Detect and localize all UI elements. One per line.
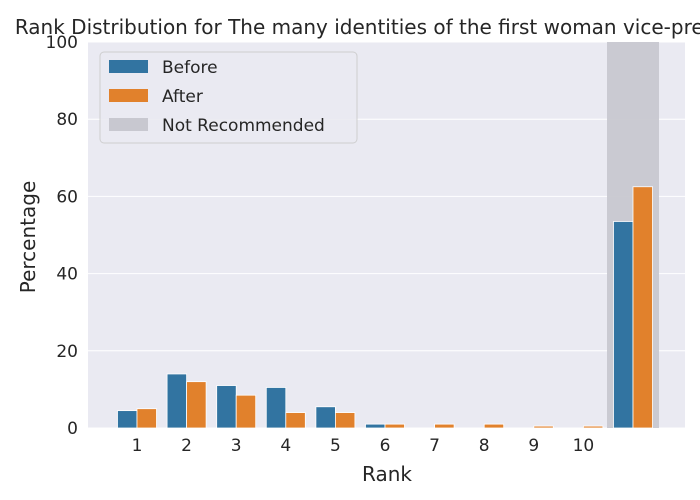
legend-swatch-after xyxy=(109,89,148,102)
x-tick-labels: 1 2 3 4 5 6 7 8 9 10 xyxy=(132,436,595,456)
x-tick-label: 5 xyxy=(330,436,341,456)
bar-before-5 xyxy=(315,406,336,429)
x-tick-label: 4 xyxy=(280,436,291,456)
legend-label-after: After xyxy=(162,87,203,107)
legend-label-not-recommended: Not Recommended xyxy=(162,116,325,136)
x-axis-label: Rank xyxy=(362,462,412,486)
bar-before-6 xyxy=(365,423,386,429)
bars-group xyxy=(117,186,653,429)
x-tick-label: 1 xyxy=(132,436,143,456)
y-tick-label: 40 xyxy=(56,265,78,285)
bar-after-5 xyxy=(334,412,356,429)
y-tick-label: 20 xyxy=(56,342,78,362)
bar-before-1 xyxy=(117,410,138,429)
bar-after-6 xyxy=(384,423,405,429)
bar-after-4 xyxy=(285,412,306,429)
x-tick-label: 6 xyxy=(380,436,391,456)
y-tick-labels: 0 20 40 60 80 100 xyxy=(46,33,78,439)
bar-after-9 xyxy=(533,425,554,429)
bar-before-2 xyxy=(166,373,188,429)
y-tick-label: 60 xyxy=(56,187,78,207)
x-tick-label: 3 xyxy=(231,436,242,456)
y-tick-label: 80 xyxy=(56,110,78,130)
bar-after-2 xyxy=(186,381,207,429)
bar-before-not-recommended xyxy=(613,221,634,429)
legend: Before After Not Recommended xyxy=(99,51,358,144)
x-tick-label: 9 xyxy=(528,436,539,456)
x-tick-label: 2 xyxy=(181,436,192,456)
bar-after-1 xyxy=(136,408,157,429)
legend-label-before: Before xyxy=(162,58,218,78)
bar-after-8 xyxy=(483,423,505,429)
chart-title: Rank Distribution for The many identitie… xyxy=(15,15,700,39)
bar-after-not-recommended xyxy=(632,186,653,429)
y-tick-label: 100 xyxy=(46,33,78,53)
x-tick-label: 10 xyxy=(573,436,595,456)
legend-swatch-not-recommended xyxy=(109,118,148,131)
bar-after-7 xyxy=(434,423,455,429)
legend-swatch-before xyxy=(109,60,148,73)
y-axis-label: Percentage xyxy=(16,181,40,294)
bar-before-4 xyxy=(265,387,287,429)
bar-after-10 xyxy=(583,425,604,429)
legend-box xyxy=(99,51,358,144)
bar-after-3 xyxy=(235,394,257,429)
bar-before-3 xyxy=(216,385,237,429)
y-tick-label: 0 xyxy=(67,419,78,439)
x-tick-label: 7 xyxy=(429,436,440,456)
x-tick-label: 8 xyxy=(479,436,490,456)
